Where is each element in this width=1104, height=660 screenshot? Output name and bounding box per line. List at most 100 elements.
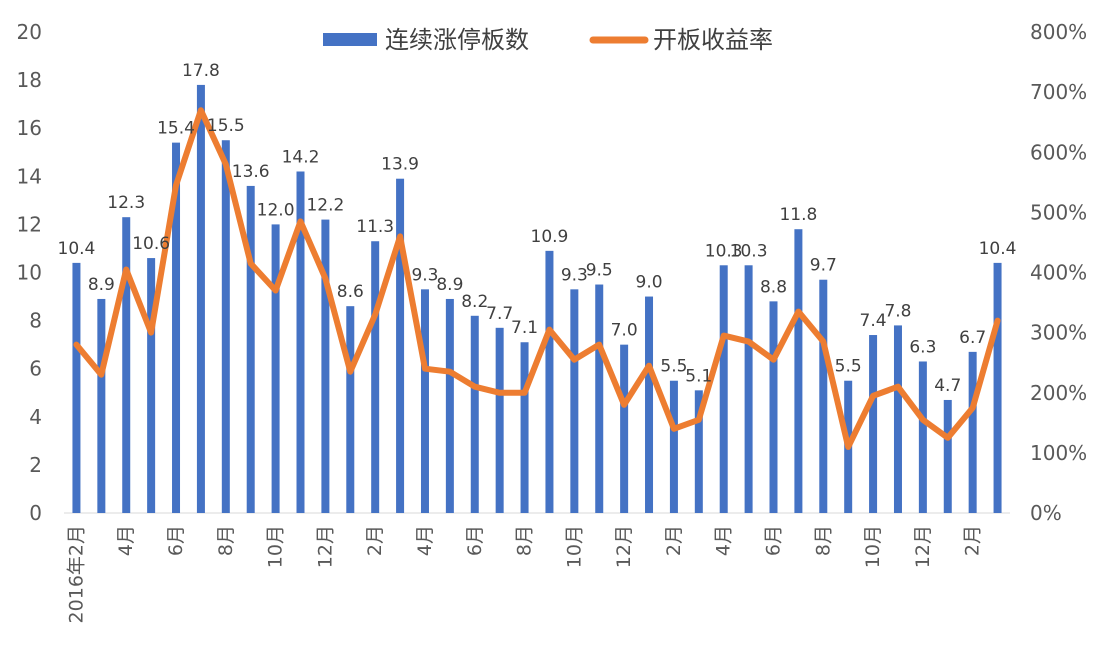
line-point	[822, 341, 824, 343]
y-left-tick-label: 8	[29, 309, 42, 333]
line-point	[100, 374, 102, 376]
bar-data-label: 7.8	[884, 301, 911, 321]
bar	[420, 289, 429, 513]
y-right-tick-label: 0%	[1030, 501, 1062, 525]
bar	[196, 84, 205, 513]
bar	[221, 140, 230, 513]
line-point	[548, 329, 550, 331]
bar	[794, 229, 803, 513]
y-left-tick-label: 2	[29, 453, 42, 477]
bar	[645, 296, 654, 513]
bar	[172, 142, 181, 513]
y-axis-left: 0 2 4 6 8 10 12 14 16 18 20	[17, 20, 42, 525]
line-point	[75, 344, 77, 346]
line-point	[673, 428, 675, 430]
x-tick-label: 12月	[912, 525, 934, 568]
line-point	[897, 386, 899, 388]
bar-data-label: 10.3	[730, 241, 768, 261]
line-point	[349, 371, 351, 373]
bar	[968, 351, 977, 513]
bar	[495, 327, 504, 513]
line-point	[324, 278, 326, 280]
x-tick-label: 6月	[464, 525, 486, 556]
line-point	[524, 392, 526, 394]
line-point	[424, 368, 426, 370]
bar-data-label: 10.9	[531, 227, 569, 247]
x-tick-label: 2月	[364, 525, 386, 556]
y-left-tick-label: 0	[29, 501, 42, 525]
bar-data-label: 10.6	[132, 234, 170, 254]
x-tick-label: 10月	[862, 525, 884, 568]
bar	[470, 315, 479, 513]
bar-data-label: 8.8	[760, 277, 787, 297]
y-right-tick-label: 200%	[1030, 381, 1087, 405]
line-point	[872, 395, 874, 397]
line-point	[748, 341, 750, 343]
line-point	[723, 335, 725, 337]
x-tick-label: 12月	[314, 525, 336, 568]
x-tick-label: 4月	[115, 525, 137, 556]
bar-data-label: 9.3	[411, 265, 438, 285]
x-tick-label: 12月	[613, 525, 635, 568]
y-left-tick-label: 12	[17, 212, 42, 236]
y-right-tick-label: 800%	[1030, 20, 1087, 44]
x-tick-label: 10月	[265, 525, 287, 568]
line-point	[125, 268, 127, 270]
line-point	[499, 392, 501, 394]
bar	[371, 241, 380, 514]
legend-bar-label: 连续涨停板数	[385, 26, 529, 54]
bar-data-label: 13.9	[381, 155, 419, 175]
y-right-tick-label: 400%	[1030, 261, 1087, 285]
bar-data-label: 12.2	[306, 196, 344, 216]
bar-data-label: 11.8	[779, 205, 817, 225]
bar	[520, 342, 529, 513]
bar	[769, 301, 778, 513]
bar	[595, 284, 604, 513]
bar	[694, 390, 703, 513]
line-point	[150, 332, 152, 334]
bar-data-label: 9.5	[586, 261, 613, 281]
line-point	[374, 314, 376, 316]
line-point	[200, 109, 202, 111]
bar-data-label: 6.7	[959, 328, 986, 348]
line-point	[648, 365, 650, 367]
bar-data-label: 15.5	[207, 116, 245, 136]
bar-data-label: 5.5	[660, 357, 687, 377]
line-point	[797, 311, 799, 313]
bar-data-label: 17.8	[182, 61, 220, 81]
line-point	[997, 320, 999, 322]
bar	[993, 262, 1002, 513]
line-point	[847, 446, 849, 448]
x-tick-label: 10月	[563, 525, 585, 568]
y-right-tick-label: 300%	[1030, 321, 1087, 345]
line-series	[73, 107, 1001, 450]
line-point	[175, 184, 177, 186]
x-tick-label: 8月	[812, 525, 834, 556]
line-point	[399, 235, 401, 237]
bar	[321, 219, 330, 513]
bar	[918, 361, 927, 513]
x-tick-label: 8月	[514, 525, 536, 556]
bar-data-label: 10.3	[705, 241, 743, 261]
line-point	[275, 290, 277, 292]
bar-data-label: 13.6	[232, 162, 270, 182]
bar-data-label: 15.4	[157, 119, 195, 139]
bar-data-label: 6.3	[909, 337, 936, 357]
bar	[620, 344, 629, 513]
y-left-tick-label: 4	[29, 405, 42, 429]
y-left-tick-label: 20	[17, 20, 42, 44]
bar	[943, 399, 952, 513]
bar	[545, 250, 554, 514]
bar-data-label: 5.5	[835, 357, 862, 377]
data-labels: 10.4 8.9 12.3 10.6 15.4 17.8 15.5 13.6 12.0 14.2 1…	[58, 61, 1017, 396]
x-tick-label: 2月	[962, 525, 984, 556]
bar	[719, 265, 728, 513]
x-tick-label: 4月	[713, 525, 735, 556]
line-point	[972, 407, 974, 409]
line-point	[598, 344, 600, 346]
bar-data-label: 9.7	[810, 256, 837, 276]
line-point	[250, 262, 252, 264]
legend-line-label: 开板收益率	[653, 26, 773, 54]
y-right-tick-label: 700%	[1030, 80, 1087, 104]
